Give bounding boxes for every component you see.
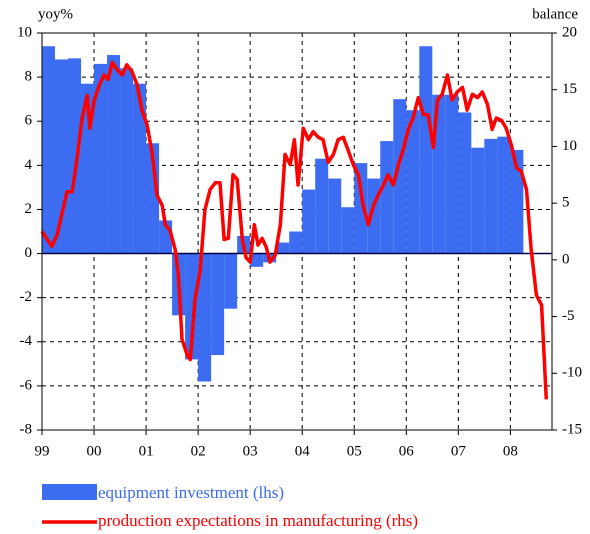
bar — [276, 242, 290, 254]
y-tick-label: 4 — [25, 157, 33, 173]
y2-tick-label: 15 — [562, 81, 577, 97]
x-tick-label: 01 — [139, 443, 154, 459]
y2-tick-label: 5 — [562, 195, 570, 211]
y-tick-label: 2 — [25, 201, 33, 217]
x-tick-label: 04 — [295, 443, 311, 459]
y2-tick-label: -5 — [562, 308, 575, 324]
bar — [497, 136, 511, 254]
legend-label: equipment investment (lhs) — [98, 483, 284, 502]
y-tick-label: -6 — [20, 377, 33, 393]
y2-tick-label: -15 — [562, 421, 582, 437]
y2-tick-label: 0 — [562, 251, 570, 267]
bar — [289, 231, 303, 254]
y-tick-label: -4 — [20, 333, 33, 349]
y2-tick-label: 10 — [562, 138, 577, 154]
bar — [211, 253, 225, 356]
bar — [471, 147, 485, 254]
y-tick-label: 6 — [25, 113, 33, 129]
x-tick-label: 08 — [503, 443, 518, 459]
y-axis-label: yoy% — [38, 6, 73, 22]
x-tick-label: 05 — [347, 443, 362, 459]
bar — [380, 141, 394, 254]
y2-axis-label: balance — [532, 6, 578, 22]
x-tick-label: 99 — [35, 443, 50, 459]
legend-swatch — [42, 484, 97, 500]
legend-label: production expectations in manufacturing… — [98, 511, 418, 530]
bar — [68, 58, 82, 254]
x-tick-label: 03 — [243, 443, 258, 459]
y-tick-label: 10 — [17, 24, 32, 40]
bar — [419, 46, 433, 254]
bar — [302, 189, 316, 254]
y-tick-label: 0 — [25, 245, 33, 261]
bar — [315, 158, 329, 254]
plot-frame — [41, 32, 553, 431]
bar — [107, 55, 121, 254]
bar — [133, 83, 147, 254]
line — [40, 60, 549, 400]
bar — [484, 138, 498, 254]
x-tick-label: 00 — [87, 443, 102, 459]
bar — [224, 253, 238, 309]
y-tick-label: -8 — [20, 421, 33, 437]
bar — [341, 207, 355, 254]
x-tick-label: 06 — [399, 443, 415, 459]
bar — [250, 253, 264, 267]
y2-tick-label: -10 — [562, 365, 582, 381]
bar — [198, 253, 212, 382]
y2-tick-label: 20 — [562, 24, 577, 40]
x-tick-label: 07 — [451, 443, 467, 459]
bar — [354, 163, 368, 254]
bar — [458, 112, 472, 254]
bar — [94, 63, 108, 254]
bar — [328, 178, 342, 254]
bar — [406, 110, 420, 254]
bar — [55, 59, 69, 254]
bar — [120, 68, 134, 254]
y-tick-label: 8 — [25, 69, 33, 85]
bar — [445, 94, 459, 254]
bar — [42, 46, 56, 254]
y-tick-label: -2 — [20, 289, 33, 305]
bar — [185, 253, 199, 360]
bar — [510, 149, 524, 254]
bar — [393, 99, 407, 254]
x-tick-label: 02 — [191, 443, 206, 459]
